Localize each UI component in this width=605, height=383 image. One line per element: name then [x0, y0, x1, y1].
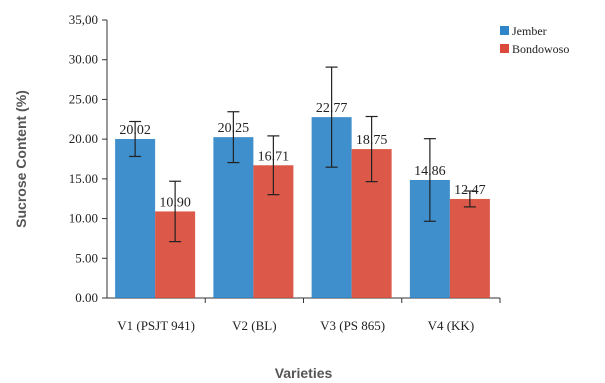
- x-ticks: V1 (PSJT 941) V2 (BL) V3 (PS 865) V4 (KK): [117, 298, 501, 333]
- legend-swatch-jember: [500, 26, 509, 35]
- x-axis-title: Varieties: [275, 365, 333, 381]
- y-tick-label: 5.00: [75, 250, 98, 265]
- bar-jember-2: [213, 137, 254, 298]
- x-tick-label: V4 (KK): [428, 318, 475, 333]
- legend: Jember Bondowoso: [500, 24, 569, 56]
- y-tick-label: 35,00: [69, 12, 98, 27]
- data-label: 18.75: [356, 133, 388, 148]
- legend-label-jember: Jember: [512, 24, 547, 38]
- data-label: 22.77: [316, 101, 348, 116]
- y-tick-label: 30.00: [69, 52, 98, 67]
- data-label: 12.47: [454, 183, 486, 198]
- legend-label-bondowoso: Bondowoso: [512, 42, 569, 56]
- y-tick-label: 15.00: [69, 171, 98, 186]
- y-tick-label: 20.00: [69, 131, 98, 146]
- data-label: 16.71: [258, 149, 290, 164]
- bar-bondowoso-4: [449, 198, 490, 298]
- x-tick-label: V1 (PSJT 941): [117, 318, 195, 333]
- data-label: 14.86: [414, 164, 446, 179]
- data-label: 20.02: [119, 123, 151, 138]
- data-label: 10.90: [159, 195, 191, 210]
- data-labels: 20.02 10.90 20.25 16.71 22.77 18.75 14.86 12.47: [119, 101, 485, 210]
- y-tick-label: 0.00: [75, 290, 98, 305]
- error-bars: [129, 66, 476, 243]
- y-tick-label: 25.00: [69, 91, 98, 106]
- bar-jember-1: [115, 138, 156, 298]
- x-tick-label: V2 (BL): [232, 318, 276, 333]
- y-tick-label: 10.00: [69, 211, 98, 226]
- y-ticks: 0.00 5.00 10.00 15.00 20.00 25.00 30.00 35,00: [69, 12, 107, 305]
- legend-swatch-bondowoso: [500, 44, 509, 53]
- data-label: 20.25: [218, 121, 250, 136]
- y-axis-title: Sucrose Content (%): [13, 90, 29, 228]
- x-tick-label: V3 (PS 865): [320, 318, 385, 333]
